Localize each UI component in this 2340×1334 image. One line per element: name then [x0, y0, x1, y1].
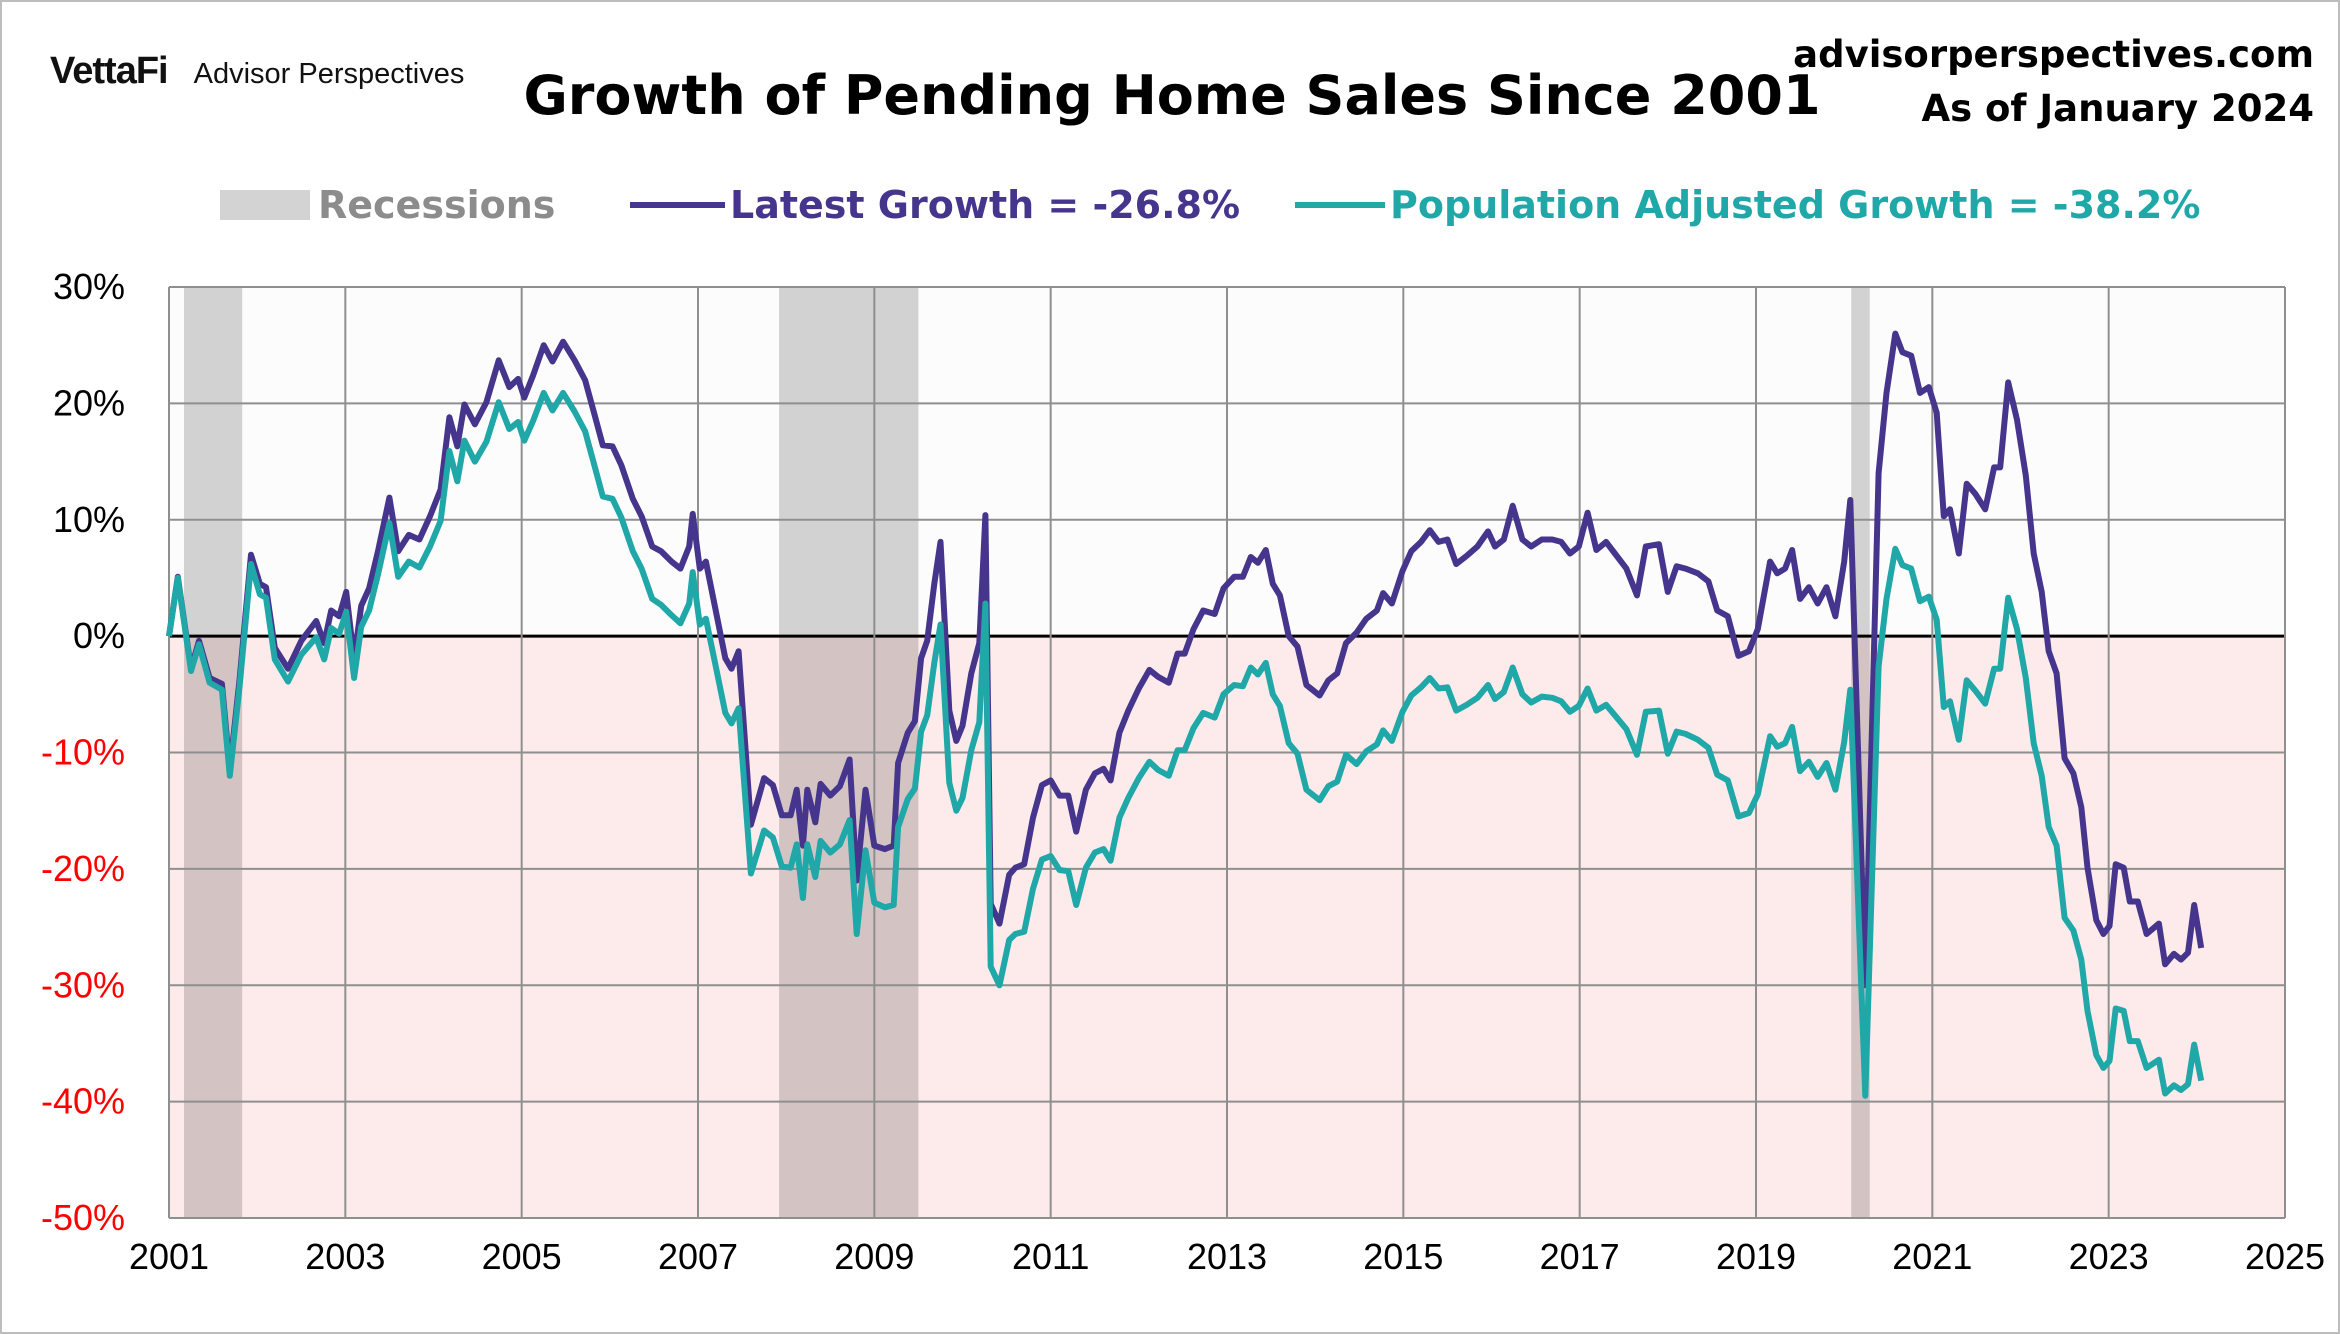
x-tick-label: 2003	[305, 1236, 385, 1277]
legend-recessions: Recessions	[318, 183, 555, 227]
x-tick-label: 2021	[1892, 1236, 1972, 1277]
chart-title: Growth of Pending Home Sales Since 2001	[523, 64, 1821, 127]
legend-latest: Latest Growth = -26.8%	[730, 183, 1240, 227]
y-tick-label: 0%	[73, 615, 125, 656]
x-tick-label: 2017	[1540, 1236, 1620, 1277]
x-tick-label: 2005	[482, 1236, 562, 1277]
x-tick-label: 2023	[2069, 1236, 2149, 1277]
legend: Recessions Latest Growth = -26.8% Popula…	[220, 183, 2200, 227]
legend-population-adjusted: Population Adjusted Growth = -38.2%	[1390, 183, 2200, 227]
logo-name: Advisor Perspectives	[193, 58, 465, 90]
y-tick-label: 10%	[53, 499, 125, 540]
x-tick-label: 2007	[658, 1236, 738, 1277]
x-tick-label: 2011	[1012, 1236, 1089, 1277]
y-tick-label: 20%	[53, 382, 125, 423]
latest-growth-line	[166, 330, 2205, 989]
x-tick-label: 2025	[2245, 1236, 2325, 1277]
x-tick-label: 2013	[1187, 1236, 1267, 1277]
x-tick-label: 2015	[1363, 1236, 1443, 1277]
x-tick-label: 2019	[1716, 1236, 1796, 1277]
logo-brand: VettaFi	[50, 50, 169, 92]
population-adjusted-line	[166, 389, 2205, 1099]
x-tick-label: 2001	[129, 1236, 209, 1277]
vettafi-logo: VettaFi Advisor Perspectives	[50, 50, 464, 93]
plot-area: 30% 20% 10% 0% -10% -20% -30% -40% -50%2001 2003 2…	[41, 266, 2325, 1277]
y-tick-label: -10%	[41, 732, 125, 773]
y-tick-label: 30%	[53, 266, 125, 307]
as-of-date: As of January 2024	[1921, 87, 2314, 130]
y-tick-label: -20%	[41, 848, 125, 889]
legend-recession-swatch	[220, 190, 310, 220]
y-tick-label: -30%	[41, 964, 125, 1005]
source-block: advisorperspectives.com As of January 20…	[1793, 28, 2314, 136]
x-tick-label: 2009	[834, 1236, 914, 1277]
y-tick-label: -50%	[41, 1197, 125, 1238]
y-tick-label: -40%	[41, 1081, 125, 1122]
source-url: advisorperspectives.com	[1793, 33, 2314, 76]
